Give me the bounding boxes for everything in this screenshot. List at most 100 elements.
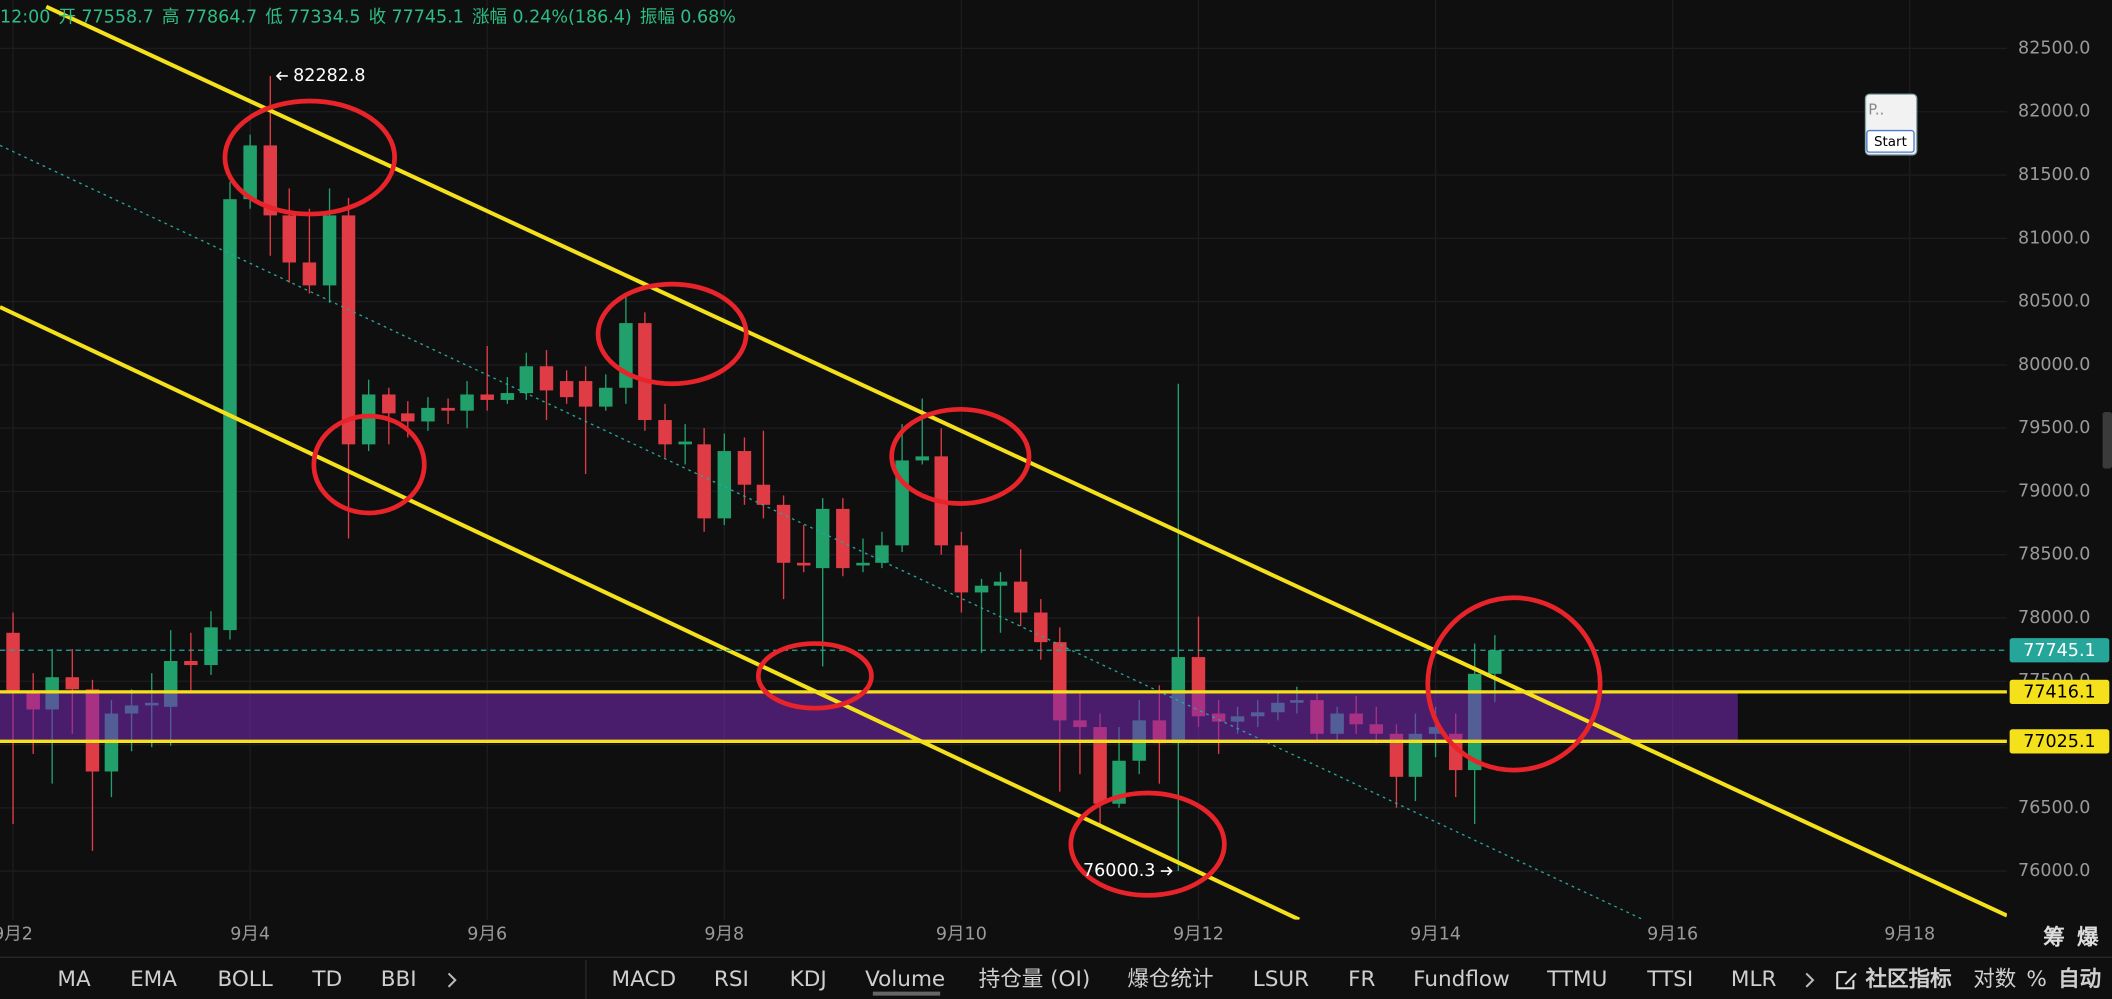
candle-body: [974, 585, 989, 593]
high-label: 82282.8: [293, 66, 365, 86]
toolbar-bg: [0, 957, 2112, 999]
x-tick-label: 9月10: [936, 924, 987, 944]
candle-body: [1408, 733, 1423, 777]
candle-body: [302, 262, 317, 286]
indicator-tab[interactable]: Volume: [865, 967, 945, 992]
y-tick-label: 81000.0: [2018, 228, 2090, 248]
y-tick-label: 76500.0: [2018, 798, 2090, 818]
arrow: [1160, 866, 1173, 876]
candle-body: [756, 484, 771, 505]
candle-body: [282, 215, 296, 263]
widget: P.. Start: [1864, 93, 1918, 156]
chevron[interactable]: [447, 972, 457, 988]
overlay-tab[interactable]: MA: [57, 967, 91, 992]
indicator-tab[interactable]: KDJ: [790, 967, 827, 992]
annotation-circles: [222, 98, 1603, 898]
x-tick-label: 9月18: [1884, 924, 1935, 944]
overlay-tab[interactable]: TD: [311, 967, 342, 992]
indicator-tab[interactable]: RSI: [714, 967, 749, 992]
x-tick-label: 9月14: [1410, 924, 1461, 944]
candle-body: [1488, 650, 1502, 674]
overlay-tab[interactable]: BOLL: [217, 967, 272, 992]
toolbar-items: MA EMA BOLL TD BBI MACD RSI KDJ Volume 持仓量 (OI) 爆仓…: [57, 966, 2101, 992]
candle-body: [697, 444, 711, 519]
x-tick-label: 9月6: [467, 924, 507, 944]
candle-body: [737, 451, 752, 485]
circle: [311, 413, 427, 516]
candle-body: [6, 632, 20, 691]
side-tab[interactable]: 爆: [2077, 925, 2099, 950]
widget-title: P..: [1868, 101, 1884, 118]
candle-body: [421, 407, 435, 422]
toolbar: [0, 956, 2112, 999]
candle-body: [796, 562, 811, 566]
header-value: 77334.5: [288, 8, 360, 28]
candle-body: [678, 441, 692, 445]
indicator-tab[interactable]: MLR: [1731, 967, 1777, 992]
header-label: 开: [59, 8, 77, 28]
community-tab[interactable]: 社区指标: [1866, 966, 1953, 992]
y-tick-label: 80500.0: [2018, 292, 2090, 312]
header-label: 高: [162, 8, 180, 28]
candle-body: [875, 545, 889, 563]
indicator-tab[interactable]: Fundflow: [1413, 967, 1510, 992]
indicator-tab[interactable]: LSUR: [1253, 967, 1309, 992]
x-tick-label: 9月8: [704, 924, 744, 944]
candle-body: [539, 366, 554, 391]
y-tick-label: 81500.0: [2018, 165, 2090, 185]
candle-body: [480, 394, 494, 400]
candle-body: [578, 381, 593, 407]
indicator-tab[interactable]: 持仓量 (OI): [979, 967, 1091, 992]
indicator-tab[interactable]: TTSI: [1646, 967, 1693, 992]
candle-body: [954, 545, 969, 593]
indicator-tab[interactable]: 爆仓统计: [1127, 967, 1213, 992]
candle-body: [559, 381, 574, 398]
side-tab[interactable]: 筹: [2043, 924, 2065, 950]
y-tick-label: 79500.0: [2018, 418, 2090, 438]
option-tab[interactable]: 自动: [2058, 966, 2101, 992]
candle-body: [1112, 760, 1126, 804]
overlay-tab[interactable]: EMA: [130, 967, 177, 992]
start-button[interactable]: [1866, 129, 1915, 153]
indicator-tab[interactable]: FR: [1348, 967, 1375, 992]
ohlc-header: 12:00 开 77558.7 高 77864.7 低 77334.5 收 77745.1 涨幅 0…: [0, 8, 736, 28]
candle-body: [815, 508, 830, 569]
y-tick-label: 82000.0: [2018, 102, 2090, 122]
chevron[interactable]: [1805, 972, 1815, 988]
header-label: 涨幅: [472, 8, 507, 28]
candle-body: [836, 508, 850, 569]
candle-body: [460, 394, 474, 411]
option-tab[interactable]: 对数: [1973, 967, 2016, 992]
candle-body: [1013, 581, 1028, 613]
price-tag-label: 77745.1: [2023, 641, 2095, 661]
candle-body: [500, 393, 515, 400]
candle-body: [382, 394, 396, 414]
header-value: 0.24%(186.4): [512, 8, 631, 28]
start-label[interactable]: Start: [1874, 135, 1907, 150]
candle-body: [1389, 733, 1404, 777]
candle-body: [441, 407, 455, 411]
overlay-tab[interactable]: BBI: [381, 967, 417, 992]
indicator-tab[interactable]: MACD: [612, 967, 677, 992]
indicator-tab[interactable]: TTMU: [1546, 967, 1607, 992]
candle-body: [322, 215, 337, 286]
header-time: 12:00: [0, 8, 50, 28]
candle-body: [243, 145, 257, 200]
option-tab[interactable]: %: [2026, 967, 2046, 992]
candle-body: [263, 145, 278, 216]
candle-body: [717, 451, 732, 519]
side-handle[interactable]: [2102, 411, 2112, 469]
candle-body: [401, 413, 415, 422]
circle: [1425, 595, 1603, 773]
candle-body: [915, 456, 930, 461]
y-tick-label: 79000.0: [2018, 481, 2090, 501]
edit-icon[interactable]: [1836, 971, 1857, 990]
candle-body: [361, 394, 376, 445]
plot-area: [0, 4, 2007, 920]
y-tick-label: 80000.0: [2018, 355, 2090, 375]
arrow: [275, 71, 288, 81]
header-value: 77558.7: [81, 8, 153, 28]
